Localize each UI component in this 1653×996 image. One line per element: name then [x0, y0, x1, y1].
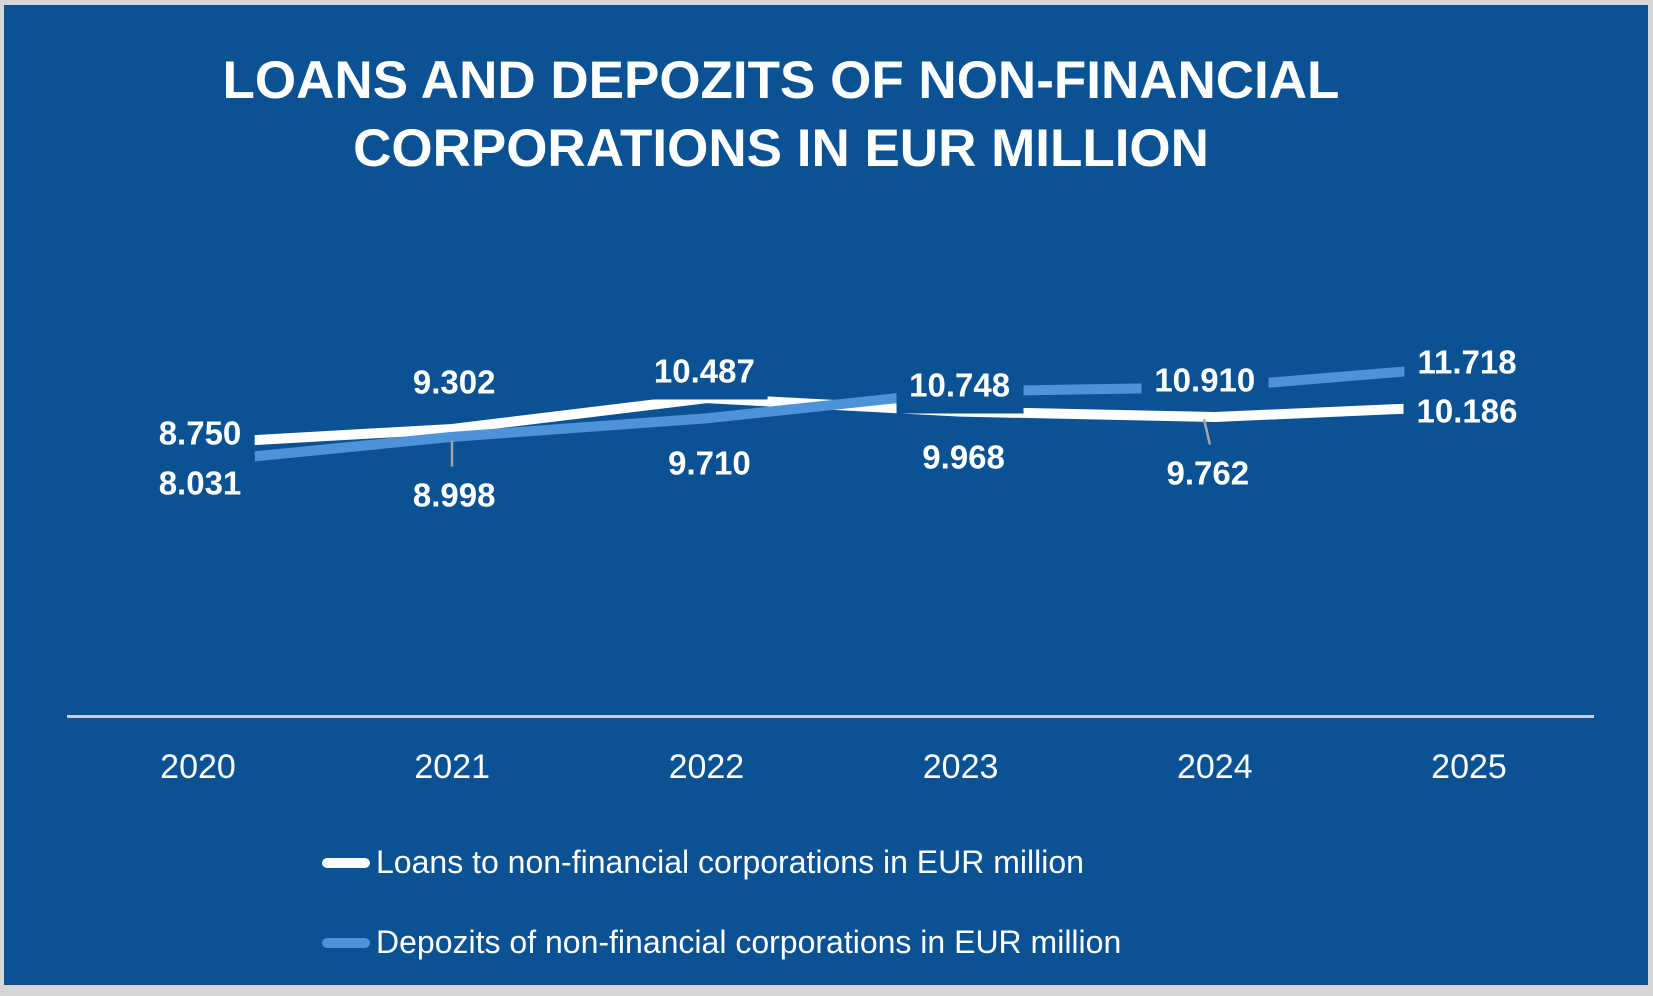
- chart-title-line1: LOANS AND DEPOZITS OF NON-FINANCIAL: [222, 51, 1340, 110]
- loans-line-swatch: [322, 858, 370, 868]
- x-axis-label-2021: 2021: [414, 748, 491, 786]
- data-label-depozits-2023: 10.748: [896, 356, 1024, 414]
- legend: Loans to non-financial corporations in E…: [322, 841, 1121, 985]
- legend-item-depozits: Depozits of non-financial corporations i…: [322, 921, 1121, 965]
- data-label-depozits-2022: 9.710: [655, 434, 764, 492]
- x-axis-label-2022: 2022: [668, 748, 745, 786]
- data-label-loans-2022: 10.487: [640, 342, 768, 400]
- data-label-depozits-2021: 8.998: [399, 466, 509, 524]
- legend-label-loans: Loans to non-financial corporations in E…: [376, 844, 1084, 881]
- depozits-line-swatch: [322, 938, 370, 948]
- chart-title-line2: CORPORATIONS IN EUR MILLION: [353, 119, 1209, 178]
- x-axis-label-2020: 2020: [160, 748, 236, 786]
- data-label-loans-2023: 9.968: [909, 428, 1018, 486]
- x-axis-label-2025: 2025: [1431, 748, 1507, 786]
- x-axis-label-2023: 2023: [922, 748, 999, 786]
- x-axis-line: [67, 715, 1594, 718]
- data-label-depozits-2024: 10.910: [1141, 351, 1269, 409]
- chart-title: LOANS AND DEPOZITS OF NON-FINANCIAL CORP…: [4, 47, 1558, 183]
- legend-label-depozits: Depozits of non-financial corporations i…: [376, 924, 1122, 961]
- data-label-loans-2024: 9.762: [1153, 444, 1263, 502]
- data-label-depozits-2020: 8.031: [145, 454, 255, 512]
- data-label-loans-2025: 10.186: [1403, 382, 1531, 440]
- data-label-depozits-2025: 11.718: [1404, 333, 1530, 391]
- legend-item-loans: Loans to non-financial corporations in E…: [322, 841, 1121, 885]
- x-axis-label-2024: 2024: [1176, 748, 1253, 786]
- data-label-leader-line: [1202, 418, 1212, 446]
- data-label-loans-2021: 9.302: [399, 353, 509, 411]
- data-label-loans-2020: 8.750: [145, 404, 255, 462]
